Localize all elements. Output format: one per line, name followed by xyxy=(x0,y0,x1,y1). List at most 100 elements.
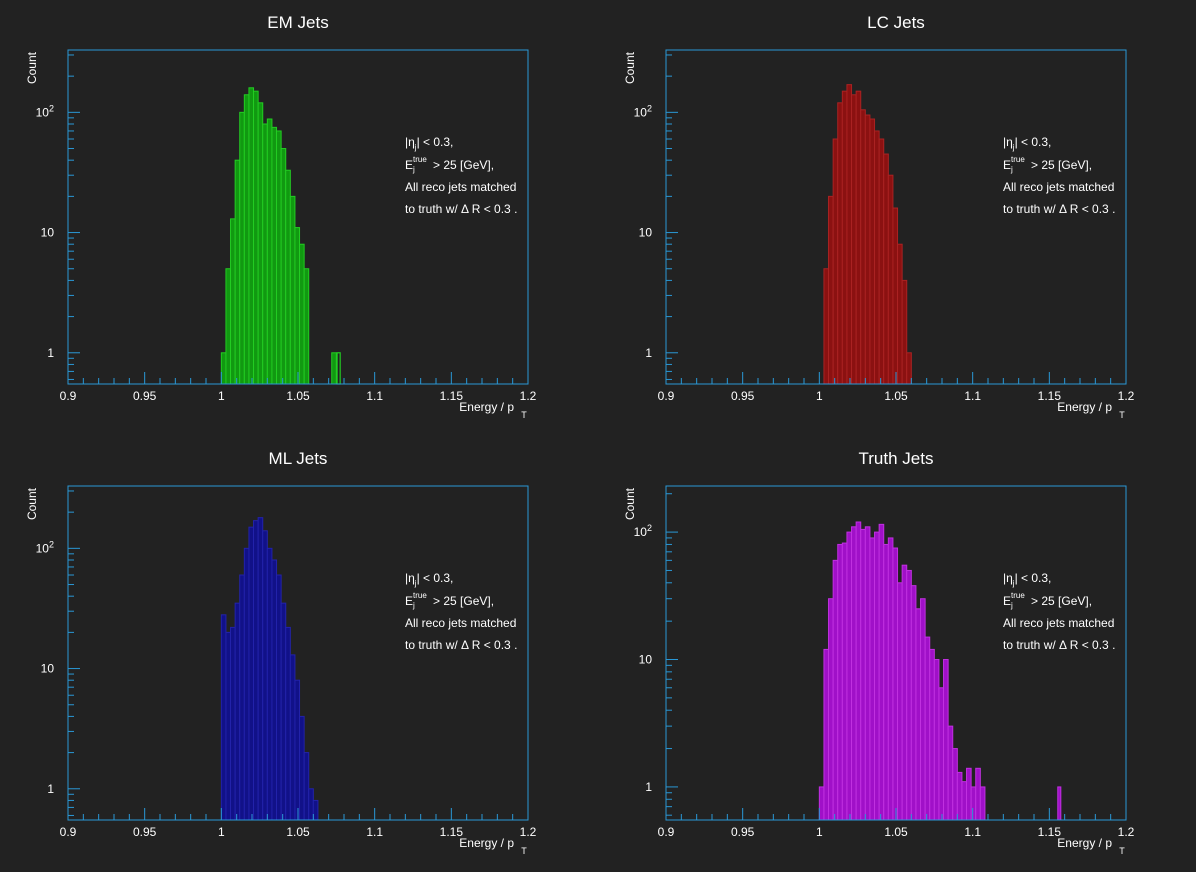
histogram-bars xyxy=(823,84,912,385)
x-tick-label: 0.95 xyxy=(731,825,755,839)
histogram-bar xyxy=(938,687,945,821)
histogram-bar xyxy=(248,526,255,821)
x-axis-ticks xyxy=(665,372,1127,384)
y-tick-label: 1 xyxy=(47,346,54,360)
histogram-bar xyxy=(234,159,241,385)
histogram-bar xyxy=(239,111,245,385)
y-axis-ticks xyxy=(68,490,80,816)
x-tick-label: 1 xyxy=(218,825,225,839)
annotation-eta-cut: |ηj| < 0.3, xyxy=(405,135,453,152)
histogram-bar xyxy=(299,243,305,385)
x-tick-label: 1 xyxy=(816,825,823,839)
x-axis-label: Energy / p xyxy=(1057,836,1112,850)
histogram-bar xyxy=(823,648,830,821)
annotation-delta-r: to truth w/ Δ R < 0.3 . xyxy=(1003,638,1115,652)
histogram-bar xyxy=(832,559,839,821)
histogram-bar xyxy=(860,109,866,385)
x-tick-label: 1.05 xyxy=(286,389,310,403)
histogram-bars xyxy=(220,517,319,821)
histogram-bar xyxy=(294,679,301,821)
histogram-bar xyxy=(851,94,857,385)
histogram-bar xyxy=(887,537,894,821)
histogram-bar xyxy=(818,786,825,821)
annotation-energy-cut: Etrue j > 25 [GeV], xyxy=(1003,591,1092,610)
cut-annotation: |ηj| < 0.3, Etrue j > 25 [GeV], All reco jet… xyxy=(1003,571,1115,652)
y-tick-label: 1 xyxy=(645,780,652,794)
histogram-bar xyxy=(823,268,830,385)
histogram-bar xyxy=(920,598,926,821)
histogram-bar xyxy=(846,531,853,821)
histogram-bar xyxy=(924,636,931,821)
annotation-matching: All reco jets matched xyxy=(405,616,516,630)
x-tick-label: 0.9 xyxy=(658,825,675,839)
x-tick-label: 1.15 xyxy=(1038,825,1062,839)
histogram-bar xyxy=(966,767,972,821)
histogram-panel-1: 0.9 0.95 1 1.05 1.1 1.15 1.2 1 10 102 EM Jets Count… xyxy=(25,13,537,420)
y-tick-label: 1 xyxy=(645,346,652,360)
x-tick-label: 1.05 xyxy=(884,825,908,839)
annotation-delta-r: to truth w/ Δ R < 0.3 . xyxy=(405,638,517,652)
histogram-bar xyxy=(837,102,843,385)
histogram-bar xyxy=(970,786,977,821)
x-tick-label: 0.95 xyxy=(133,825,157,839)
histogram-bar xyxy=(878,523,885,821)
x-tick-label: 0.95 xyxy=(133,389,157,403)
histogram-bar xyxy=(869,118,876,385)
histogram-bar xyxy=(837,543,843,821)
histogram-bar xyxy=(952,748,958,821)
histogram-bar xyxy=(956,771,963,821)
histogram-bar xyxy=(289,654,296,821)
histogram-bar xyxy=(248,87,255,385)
histogram-bar xyxy=(828,598,834,821)
x-tick-label: 1.05 xyxy=(884,389,908,403)
y-axis-ticks xyxy=(666,54,678,380)
x-tick-label: 0.9 xyxy=(658,389,675,403)
x-tick-label: 1.2 xyxy=(1118,825,1135,839)
x-axis-ticks xyxy=(67,372,529,384)
x-tick-label: 1.1 xyxy=(964,825,981,839)
x-tick-label: 0.9 xyxy=(60,389,77,403)
histogram-bar xyxy=(901,279,908,385)
y-axis-ticks xyxy=(68,54,80,380)
annotation-eta-cut: |ηj| < 0.3, xyxy=(405,571,453,588)
histogram-bar xyxy=(855,521,862,821)
histogram-bar xyxy=(841,90,848,385)
histogram-bar xyxy=(915,608,922,821)
histogram-bar xyxy=(262,123,268,385)
y-axis-label: Count xyxy=(623,51,637,84)
histogram-bar xyxy=(257,517,264,821)
histogram-bar xyxy=(276,130,282,385)
histogram-bar xyxy=(892,207,899,385)
histogram-bar xyxy=(1057,786,1062,821)
x-tick-label: 1.15 xyxy=(1038,389,1062,403)
histogram-panel-3: 0.9 0.95 1 1.05 1.1 1.15 1.2 1 10 102 ML Jets Count… xyxy=(25,449,537,856)
histogram-bar xyxy=(230,218,236,385)
annotation-delta-r: to truth w/ Δ R < 0.3 . xyxy=(1003,202,1115,216)
x-tick-label: 1.15 xyxy=(440,389,464,403)
histogram-bar xyxy=(243,94,250,385)
x-tick-label: 1 xyxy=(218,389,225,403)
histogram-bar xyxy=(253,520,259,821)
cut-annotation: |ηj| < 0.3, Etrue j > 25 [GeV], All reco jet… xyxy=(405,571,517,652)
histogram-bar xyxy=(253,90,259,385)
histogram-bar xyxy=(303,752,310,821)
histogram-bar xyxy=(910,585,917,821)
histogram-bar xyxy=(280,602,287,821)
chart-title: Truth Jets xyxy=(859,449,934,468)
histogram-bar xyxy=(841,542,848,821)
y-tick-label: 102 xyxy=(634,523,652,539)
histogram-bar xyxy=(225,631,232,821)
x-tick-label: 1.05 xyxy=(286,825,310,839)
histogram-bar xyxy=(276,574,282,821)
histogram-bar xyxy=(947,725,954,821)
y-tick-label: 10 xyxy=(41,662,55,676)
histogram-bars xyxy=(818,521,1062,821)
histogram-bar xyxy=(897,243,903,385)
histogram-bar xyxy=(906,352,912,385)
y-tick-label: 102 xyxy=(634,103,652,119)
y-axis-ticks xyxy=(666,493,678,816)
histogram-bar xyxy=(312,799,319,821)
histogram-bar xyxy=(832,138,839,385)
x-axis-ticks xyxy=(665,808,1127,820)
